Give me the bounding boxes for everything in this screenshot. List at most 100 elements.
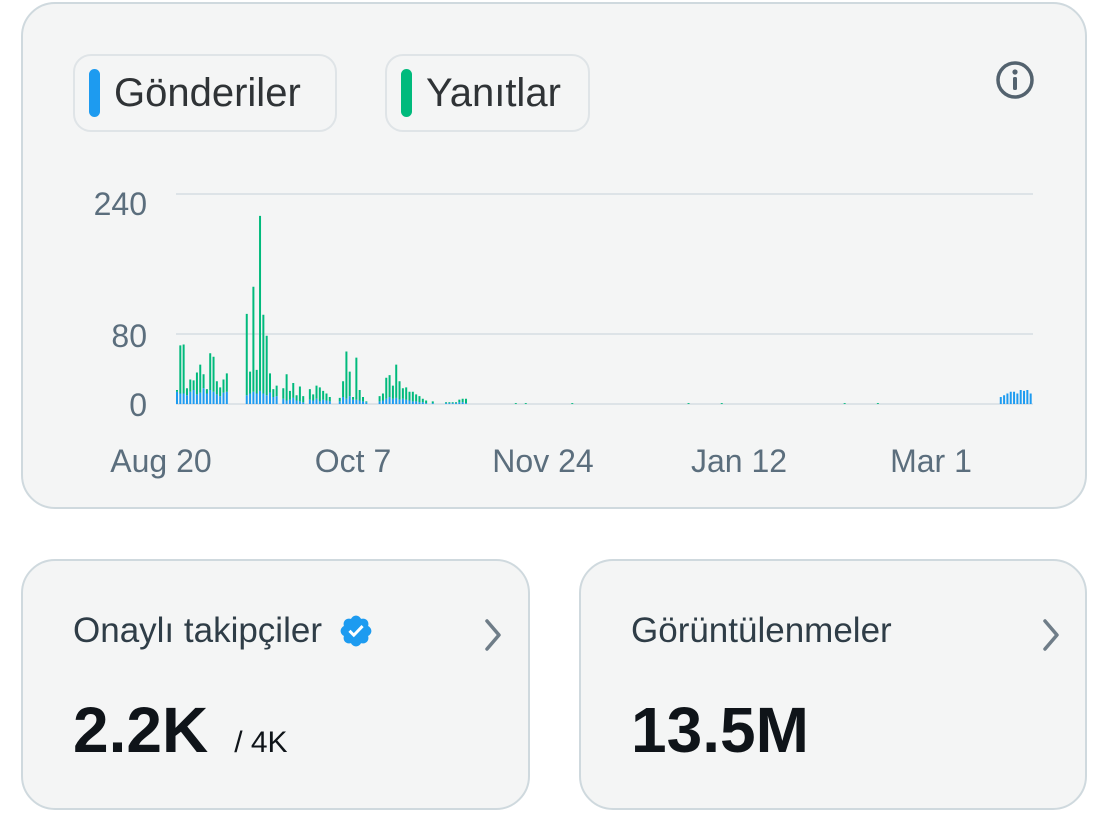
bar-posts: [209, 390, 212, 404]
bar-replies: [176, 390, 178, 392]
bar-replies: [385, 377, 388, 399]
bar-posts: [355, 399, 358, 405]
verified-followers-total: / 4K: [234, 726, 288, 759]
x-tick-label: Aug 20: [110, 443, 211, 479]
bar-posts: [308, 399, 311, 405]
bar-replies: [215, 381, 218, 395]
bar-posts: [225, 391, 228, 404]
bar-replies: [362, 397, 365, 402]
bar-replies: [302, 396, 305, 403]
bar-posts: [381, 400, 384, 404]
bar-replies: [269, 373, 271, 393]
bar-posts: [185, 395, 188, 404]
bar-posts: [249, 393, 252, 404]
bar-posts: [1006, 393, 1009, 404]
bar-replies: [245, 313, 248, 396]
bar-replies: [401, 388, 404, 399]
bar-replies: [415, 394, 418, 402]
bar-replies: [202, 374, 205, 389]
bar-posts: [418, 402, 421, 404]
bar-posts: [378, 401, 381, 405]
x-tick-label: Oct 7: [315, 443, 391, 479]
bar-replies: [282, 388, 285, 399]
verified-followers-value: 2.2K: [73, 694, 209, 766]
bar-replies: [381, 393, 384, 401]
bar-replies: [249, 371, 252, 394]
x-tick-label: Nov 24: [492, 443, 593, 479]
impressions-card[interactable]: Görüntülenmeler 13.5M: [579, 559, 1087, 810]
legend-replies-toggle[interactable]: Yanıtlar: [385, 54, 590, 132]
bar-posts: [189, 391, 192, 404]
bar-posts: [295, 400, 298, 404]
bar-posts: [265, 395, 268, 404]
bar-replies: [219, 387, 222, 397]
bar-posts: [352, 399, 355, 405]
bar-replies: [345, 351, 348, 399]
bar-replies: [322, 390, 325, 400]
bar-posts: [1026, 390, 1029, 404]
bar-posts: [315, 398, 318, 404]
bar-posts: [1003, 395, 1006, 404]
bar-replies: [185, 388, 188, 396]
bar-posts: [302, 402, 305, 404]
bar-posts: [288, 399, 291, 405]
impressions-title: Görüntülenmeler: [631, 611, 892, 650]
bar-posts: [458, 402, 461, 404]
bar-posts: [322, 399, 325, 405]
bar-replies: [408, 391, 411, 401]
bar-replies: [212, 356, 215, 392]
bar-posts: [461, 402, 464, 404]
bar-replies: [259, 215, 262, 391]
activity-chart-card: 240 80 0 Aug 20 Oct 7 Nov 24 Jan 12 Mar …: [21, 2, 1087, 509]
bar-posts: [298, 401, 301, 405]
bar-posts: [342, 397, 345, 404]
bar-posts: [1013, 391, 1016, 404]
bar-posts: [1023, 390, 1026, 405]
bar-replies: [189, 379, 192, 392]
bar-replies: [179, 345, 182, 394]
impressions-value-row: 13.5M: [631, 693, 809, 767]
bar-posts: [252, 391, 255, 404]
posts-color-swatch: [89, 69, 100, 117]
bar-posts: [405, 399, 408, 405]
bar-replies: [308, 389, 311, 400]
chevron-right-icon[interactable]: [1039, 615, 1063, 655]
bar-posts: [408, 400, 411, 404]
bar-replies: [288, 390, 291, 400]
bar-replies: [325, 393, 328, 401]
bar-posts: [999, 397, 1002, 404]
verified-followers-title-row: Onaylı takipçiler: [73, 611, 374, 651]
bar-posts: [219, 396, 222, 405]
legend-posts-toggle[interactable]: Gönderiler: [73, 54, 337, 132]
bar-posts: [262, 393, 265, 404]
chevron-right-icon[interactable]: [481, 615, 505, 655]
legend-posts-label: Gönderiler: [114, 70, 301, 115]
bar-posts: [212, 391, 215, 404]
bar-posts: [425, 403, 428, 405]
bar-posts: [205, 393, 208, 404]
bar-posts: [431, 403, 434, 405]
legend-replies-label: Yanıtlar: [426, 70, 561, 115]
bar-replies: [445, 402, 448, 404]
bar-posts: [415, 401, 418, 405]
x-tick-label: Mar 1: [890, 443, 972, 479]
bar-posts: [328, 401, 331, 405]
y-tick-label: 80: [111, 318, 147, 354]
bar-posts: [345, 398, 348, 404]
bar-replies: [222, 379, 225, 393]
bar-posts: [182, 393, 185, 404]
y-tick-label: 240: [94, 186, 147, 222]
bar-replies: [255, 369, 258, 394]
verified-followers-card[interactable]: Onaylı takipçiler 2.2K / 4K: [21, 559, 530, 810]
bar-replies: [514, 403, 517, 405]
bar-posts: [455, 403, 458, 405]
bar-replies: [225, 373, 228, 392]
bar-replies: [318, 387, 321, 402]
bar-posts: [195, 394, 198, 405]
bar-replies: [205, 389, 208, 394]
chart-bars: [176, 215, 1032, 405]
y-tick-label: 0: [129, 387, 147, 423]
bar-posts: [398, 399, 401, 405]
bar-posts: [176, 391, 178, 404]
info-icon[interactable]: [995, 60, 1035, 100]
